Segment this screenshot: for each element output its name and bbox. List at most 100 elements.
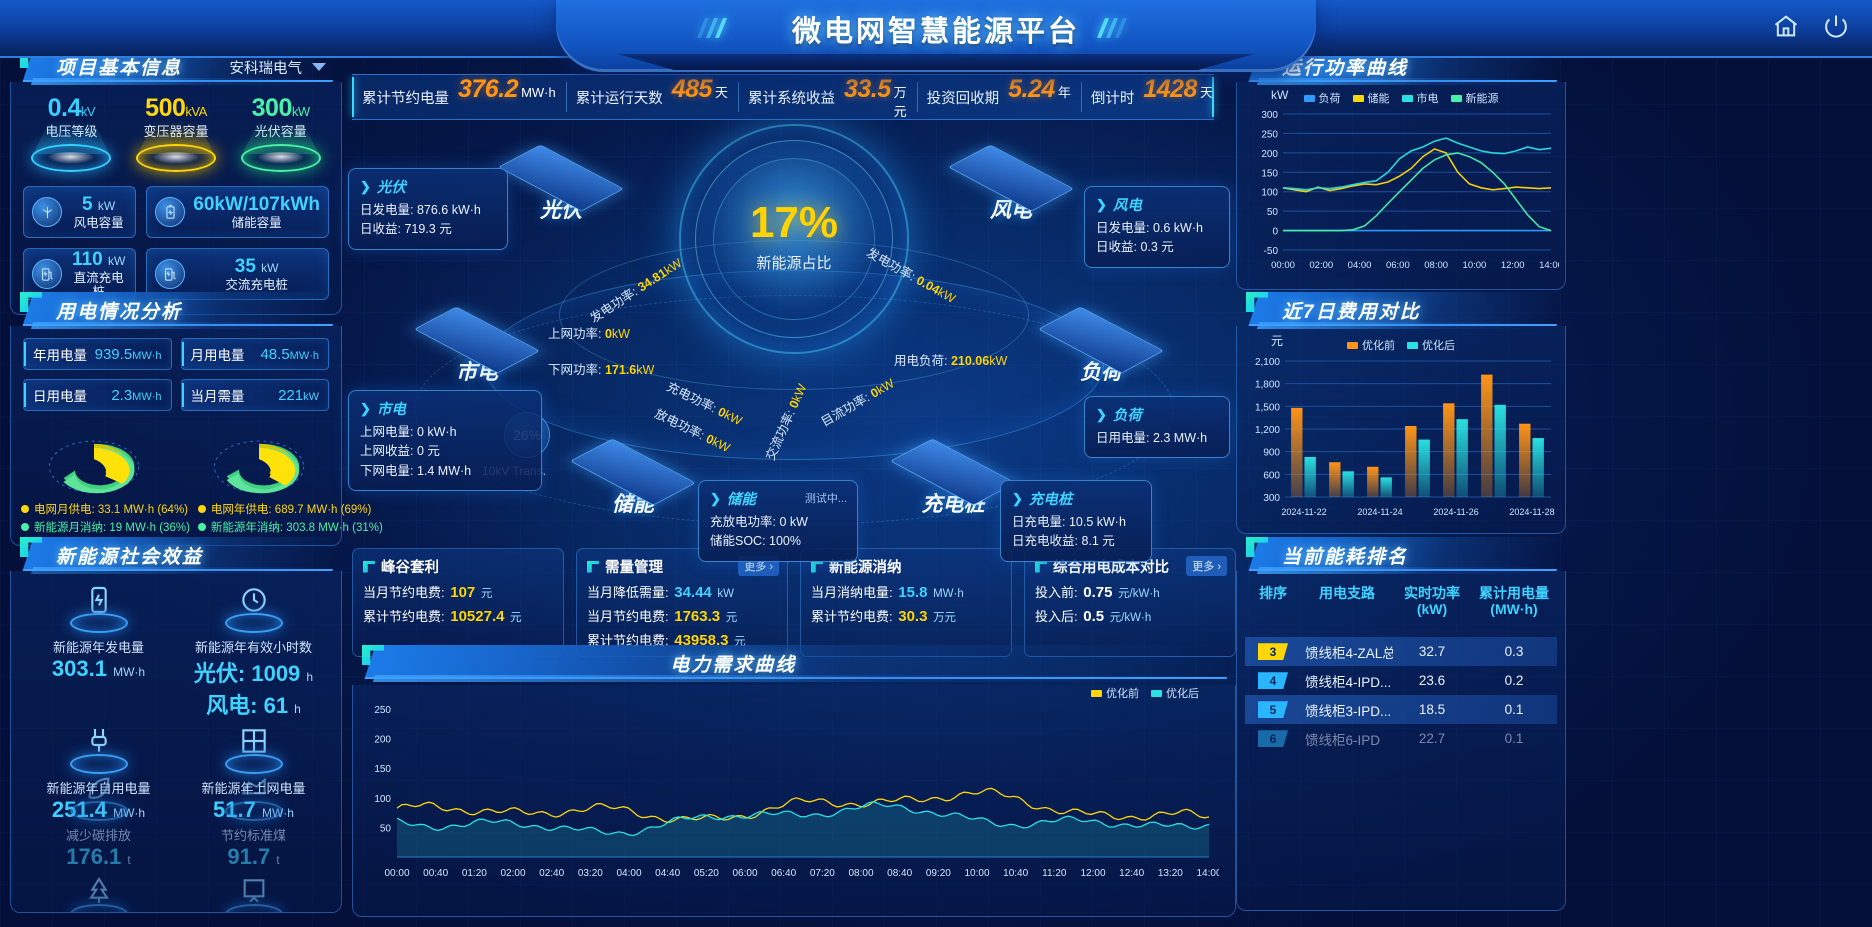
leaf-icon: [66, 771, 132, 823]
kpi-unit: 天: [1199, 85, 1213, 100]
card-row-1: 当月节约电费: 1763.3 元: [587, 608, 738, 625]
mini-card-2[interactable]: 110 kW 直流充电桩: [23, 248, 137, 300]
card-row-unit: 元: [510, 612, 522, 624]
card-row-unit: 元: [480, 588, 493, 600]
rank-energy: 0.2: [1504, 673, 1524, 689]
capacity-capsule-0: 0.4kV 电压等级: [21, 94, 121, 172]
svg-text:300: 300: [1263, 493, 1280, 504]
svg-text:06:00: 06:00: [1386, 260, 1410, 271]
legend-item-优化后[interactable]: 优化后: [1151, 685, 1199, 701]
node-load[interactable]: 负荷: [1038, 306, 1164, 386]
svg-text:12:40: 12:40: [1119, 868, 1144, 879]
kpi-unit: 万元: [893, 85, 907, 119]
panel-basic-body: 0.4kV 电压等级 500kVA 变压器容量 300kW 光伏容量 5 kW …: [10, 82, 342, 315]
mini-value: 35 kW: [234, 256, 279, 278]
legend-label: 新能源: [1465, 93, 1499, 105]
node-grid[interactable]: 市电: [414, 306, 540, 386]
usage-box-label: 年用电量: [33, 348, 87, 363]
legend-label: 优化后: [1166, 688, 1199, 700]
table-row[interactable]: 3 馈线柜4-ZAL总 32.7 0.3: [1245, 637, 1557, 667]
card-row-0: 当月节约电费: 107 元: [363, 584, 493, 601]
svg-text:05:20: 05:20: [694, 868, 719, 879]
mini-value: 60kW/107kWh: [193, 194, 320, 216]
table-row[interactable]: 6 馈线柜6-IPD 22.7 0.1: [1245, 724, 1557, 753]
panel-rank-body: 排序 用电支路 实时功率 (kW) 累计用电量 (MW·h) 3 馈线柜4-ZAL总…: [1236, 571, 1566, 911]
svg-text:04:00: 04:00: [616, 868, 641, 879]
node-pv[interactable]: 光伏: [498, 144, 624, 224]
coal-icon: [221, 771, 287, 823]
company-select-value[interactable]: 安科瑞电气: [229, 61, 303, 77]
svg-text:00:40: 00:40: [423, 868, 448, 879]
rank-table-rows: 3 馈线柜4-ZAL总 32.7 0.3 4 馈线柜4-IPD... 23.6 0…: [1237, 637, 1565, 753]
renewable-share-label: 新能源占比: [756, 255, 832, 272]
card-row-value: 0.5: [1083, 608, 1105, 625]
home-icon[interactable]: [1772, 12, 1800, 45]
legend-item-储能[interactable]: 储能: [1352, 90, 1390, 106]
grid-icon: [221, 724, 287, 776]
mini-card-1[interactable]: 60kW/107kWh 储能容量: [146, 186, 329, 238]
info-card-ess: 储能 测试中... 充放电功率: 0 kW 储能SOC: 100%: [698, 480, 858, 562]
svg-text:300: 300: [1261, 110, 1278, 121]
legend-item-优化后[interactable]: 优化后: [1407, 337, 1455, 353]
usage-box-value: 2.3MW·h: [111, 386, 162, 404]
panel-title-power: 运行功率曲线: [1282, 58, 1409, 79]
legend-label: 优化前: [1362, 340, 1395, 352]
mini-value: 110 kW: [72, 249, 126, 271]
mini-card-3[interactable]: 35 kW 交流充电桩: [146, 248, 329, 300]
usage-box-3: 当月需量 221kW: [180, 379, 329, 411]
card-row-value: 1763.3: [674, 608, 721, 625]
mini-label: 交流充电桩: [225, 277, 288, 292]
chevron-down-icon[interactable]: [312, 63, 326, 71]
card-row-unit: 元/kW·h: [1118, 588, 1160, 600]
table-row[interactable]: 5 馈线柜3-IPD... 18.5 0.1: [1245, 695, 1557, 725]
card-row-1: 累计节约电费: 10527.4 元: [363, 608, 522, 625]
rank-badge: 3: [1258, 643, 1288, 661]
title-decor-left: [696, 18, 728, 38]
svg-text:150: 150: [374, 764, 391, 775]
card-row-unit: 元: [725, 612, 738, 624]
svg-text:01:20: 01:20: [462, 868, 487, 879]
benefit-item-1: 新能源年有效小时数 光伏: 1009 h 风电: 61 h: [176, 583, 331, 720]
rank-badge: 5: [1258, 701, 1288, 719]
legend-label: 储能: [1367, 93, 1390, 105]
kpi-value: 485: [671, 75, 713, 103]
kpi-1: 累计运行天数 485 天: [565, 75, 738, 119]
info-card-load: 负荷 日用电量: 2.3 MW·h: [1084, 396, 1230, 459]
legend-item-新能源[interactable]: 新能源: [1450, 90, 1499, 106]
benefit-item-0: 减少碳排放 176.1 t: [21, 771, 176, 870]
svg-text:50: 50: [1267, 207, 1279, 218]
info-card-wind: 风电 日发电量: 0.6 kW·h 日收益: 0.3 元: [1084, 186, 1230, 268]
corner-icon: [587, 560, 599, 573]
corner-icon: [1035, 560, 1047, 573]
legend-item-优化前[interactable]: 优化前: [1347, 337, 1395, 353]
usage-box-label: 日用电量: [33, 389, 87, 404]
node-charger[interactable]: 充电桩: [890, 438, 1016, 518]
rank-branch: 馈线柜3-IPD...: [1305, 703, 1392, 719]
svg-text:06:40: 06:40: [771, 868, 796, 879]
legend-item-市电[interactable]: 市电: [1401, 90, 1439, 106]
cost-y-unit: 元: [1271, 334, 1284, 348]
svg-text:2,100: 2,100: [1255, 357, 1280, 368]
kpi-2: 累计系统收益 33.5 万元: [737, 75, 917, 119]
node-ess[interactable]: 储能: [570, 438, 696, 518]
panel-usage-body: 年用电量 939.5MW·h 月用电量 48.5MW·h 日用电量 2.3MW·h 当…: [10, 326, 383, 546]
legend-text: 电网年供电: 689.7 MW·h (69%): [210, 504, 372, 516]
flow-load-power: 用电负荷: 210.06kW: [894, 354, 1008, 368]
capsule-value: 300kW: [251, 94, 310, 122]
power-icon[interactable]: [1822, 12, 1850, 45]
card-row-unit: 万元: [933, 612, 957, 624]
legend-item-优化前[interactable]: 优化前: [1091, 685, 1139, 701]
node-wind[interactable]: 风电: [948, 144, 1074, 224]
capsule-value: 500kVA: [145, 94, 207, 122]
svg-text:14:00: 14:00: [1539, 260, 1559, 271]
mini-card-0[interactable]: 5 kW 风电容量: [23, 186, 137, 238]
rank-table-header: 排序 用电支路 实时功率 (kW) 累计用电量 (MW·h): [1237, 571, 1565, 623]
svg-text:08:40: 08:40: [887, 868, 912, 879]
cost-chart: 300 600 900 1,200 1,500 1,800 2,100 2024-11-22 2…: [1245, 355, 1557, 528]
table-row[interactable]: 4 馈线柜4-IPD... 23.6 0.2: [1245, 666, 1557, 695]
summary-card-0: 峰谷套利 当月节约电费: 107 元累计节约电费: 10527.4 元: [352, 548, 564, 657]
more-button[interactable]: 更多 ›: [1186, 556, 1227, 576]
legend-item-负荷[interactable]: 负荷: [1303, 90, 1341, 106]
power-chart: -50 0 50 100 150 200 250 300 00:00 02:00 04:00 06:0…: [1245, 108, 1563, 281]
svg-text:2024-11-24: 2024-11-24: [1357, 507, 1402, 517]
